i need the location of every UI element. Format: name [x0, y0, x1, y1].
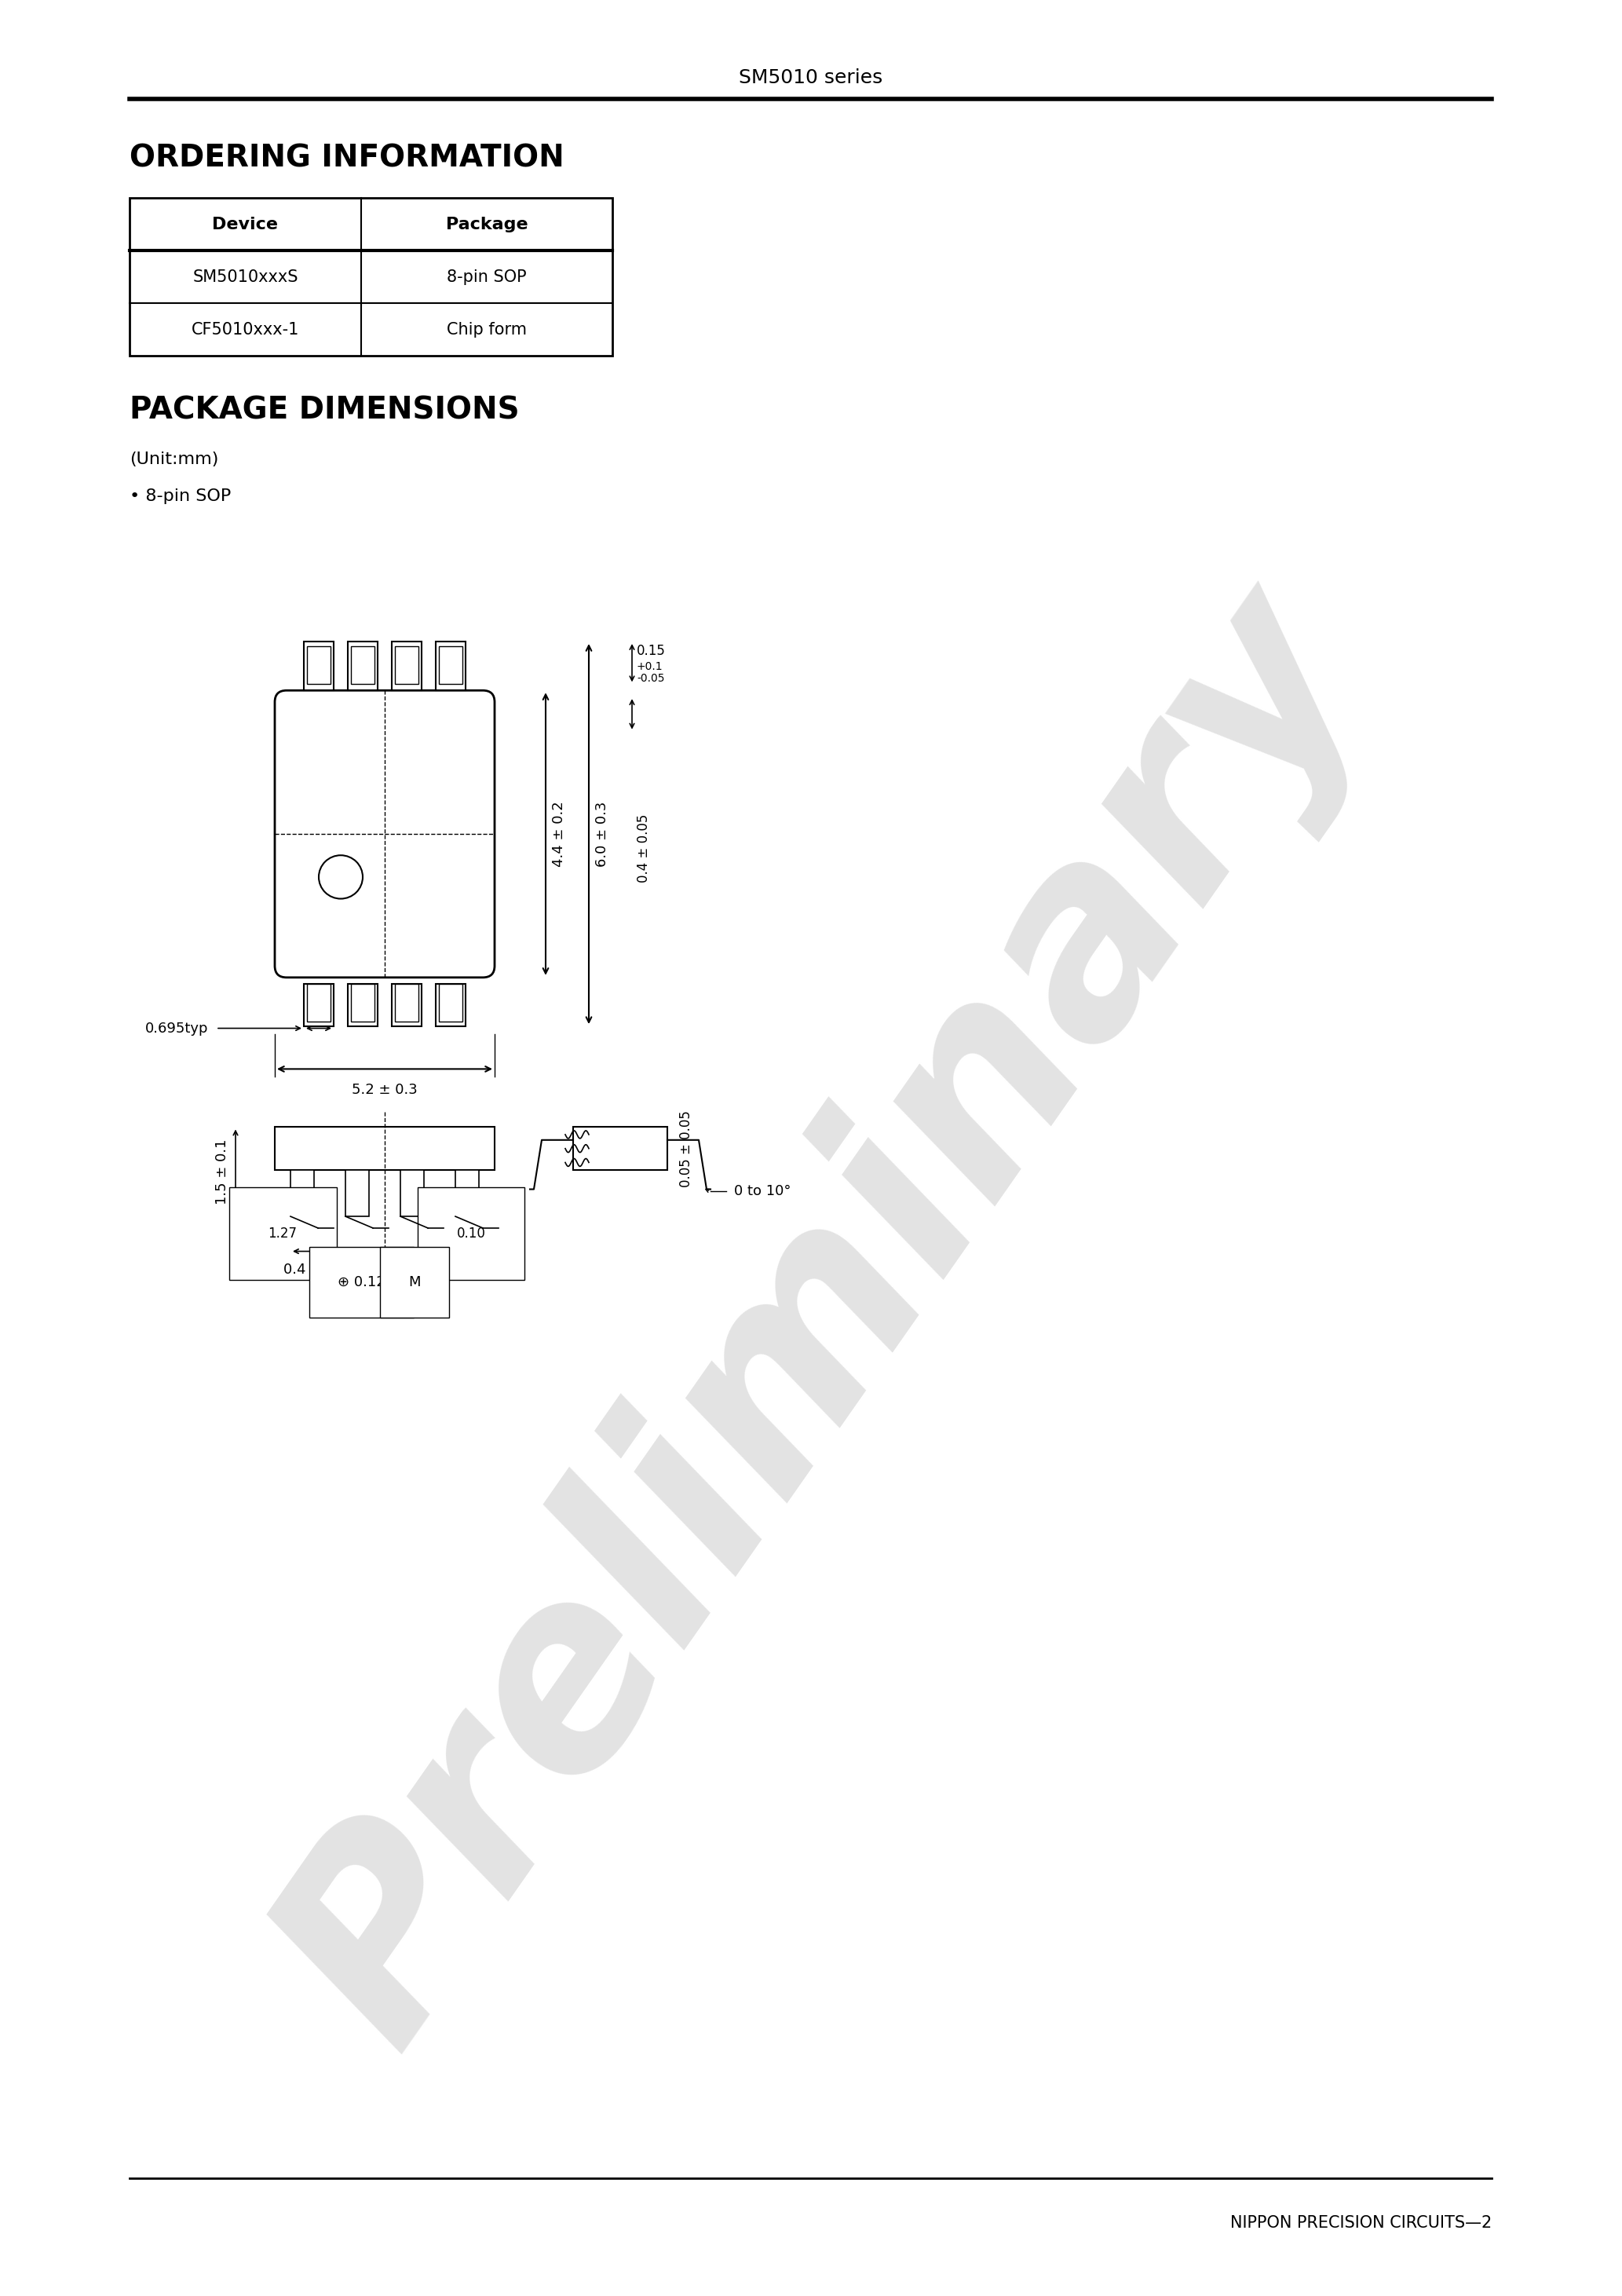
- Bar: [345, 1171, 368, 1217]
- Bar: [394, 983, 418, 1022]
- Bar: [303, 983, 334, 1026]
- Bar: [393, 641, 422, 691]
- Text: NIPPON PRECISION CIRCUITS—2: NIPPON PRECISION CIRCUITS—2: [1229, 2216, 1492, 2229]
- Text: +0.1: +0.1: [637, 661, 663, 673]
- Text: 0.695typ: 0.695typ: [146, 1022, 209, 1035]
- Bar: [347, 641, 378, 691]
- Text: 6.0 ± 0.3: 6.0 ± 0.3: [595, 801, 610, 866]
- Text: 0.10: 0.10: [456, 1226, 485, 1240]
- Text: 1.27: 1.27: [268, 1226, 297, 1240]
- FancyBboxPatch shape: [274, 691, 495, 978]
- Bar: [347, 983, 378, 1026]
- Bar: [573, 1127, 667, 1171]
- Text: • 8-pin SOP: • 8-pin SOP: [130, 489, 230, 505]
- Bar: [274, 1127, 495, 1171]
- Bar: [350, 645, 375, 684]
- Text: (Unit:mm): (Unit:mm): [130, 452, 219, 466]
- Bar: [393, 983, 422, 1026]
- Bar: [290, 1171, 315, 1217]
- Text: Chip form: Chip form: [446, 321, 527, 338]
- Text: SM5010xxxS: SM5010xxxS: [193, 269, 298, 285]
- Text: PACKAGE DIMENSIONS: PACKAGE DIMENSIONS: [130, 395, 519, 425]
- Text: 0.4 ± 0.1: 0.4 ± 0.1: [284, 1263, 349, 1277]
- Text: Package: Package: [446, 216, 527, 232]
- Bar: [436, 641, 466, 691]
- Circle shape: [320, 856, 363, 898]
- Text: 0.05 ± 0.05: 0.05 ± 0.05: [680, 1109, 693, 1187]
- Text: 1.5 ± 0.1: 1.5 ± 0.1: [216, 1139, 229, 1205]
- Bar: [350, 983, 375, 1022]
- Text: ⊕ 0.12: ⊕ 0.12: [337, 1274, 386, 1290]
- Bar: [307, 645, 331, 684]
- Bar: [394, 645, 418, 684]
- Text: 8-pin SOP: 8-pin SOP: [448, 269, 527, 285]
- Bar: [440, 645, 462, 684]
- Bar: [436, 983, 466, 1026]
- Text: 0 to 10°: 0 to 10°: [735, 1185, 792, 1199]
- Text: Device: Device: [212, 216, 279, 232]
- Text: 0.15: 0.15: [637, 645, 665, 659]
- Text: 0.4 ± 0.05: 0.4 ± 0.05: [637, 815, 650, 882]
- Text: Preliminary: Preliminary: [234, 551, 1416, 2087]
- Text: 4.4 ± 0.2: 4.4 ± 0.2: [551, 801, 566, 868]
- Bar: [130, 197, 613, 356]
- Bar: [307, 983, 331, 1022]
- Bar: [401, 1171, 423, 1217]
- Bar: [456, 1171, 478, 1217]
- Text: CF5010xxx-1: CF5010xxx-1: [191, 321, 300, 338]
- Text: -0.05: -0.05: [637, 673, 665, 684]
- Text: 5.2 ± 0.3: 5.2 ± 0.3: [352, 1084, 417, 1097]
- Bar: [440, 983, 462, 1022]
- Text: SM5010 series: SM5010 series: [740, 69, 882, 87]
- Text: M: M: [409, 1274, 420, 1290]
- Bar: [303, 641, 334, 691]
- Text: ORDERING INFORMATION: ORDERING INFORMATION: [130, 145, 564, 174]
